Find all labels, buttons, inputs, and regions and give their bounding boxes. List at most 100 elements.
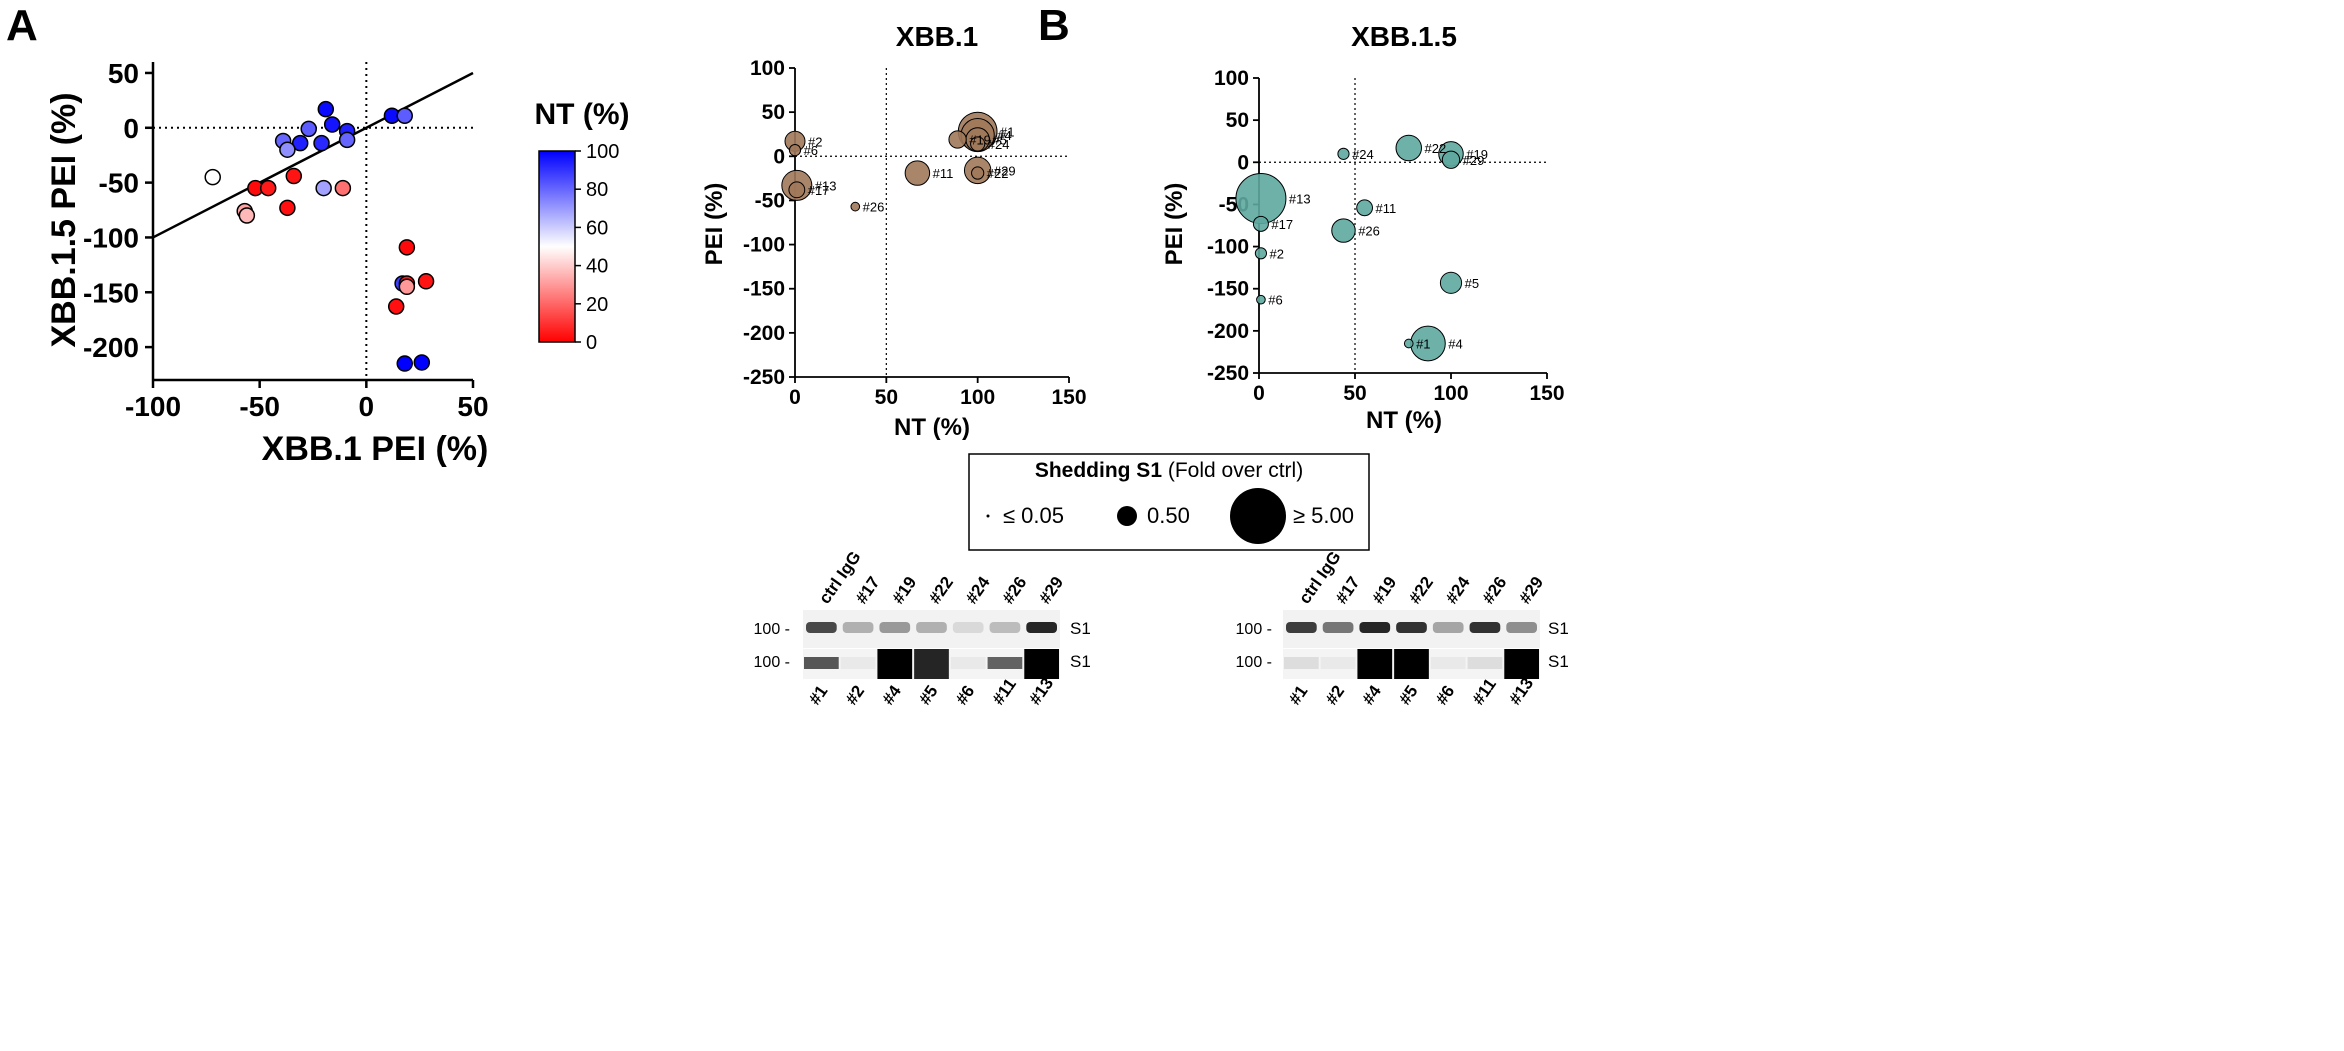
x-tick-label-xbb15: 150 [1529,382,1564,405]
blot-band [1359,622,1391,633]
blot-bottom-lane-label: #13 [1505,674,1537,708]
blot-bottom-lane-label: #5 [1395,682,1421,708]
blot-bottom-lane-label: #11 [1469,675,1500,708]
blot-marker: 100 - [754,621,790,638]
blot-bottom-lane-label: #2 [842,682,868,708]
y-tick-label-xbb1: 100 [750,57,785,80]
blot-band [842,622,874,633]
colorbar-tick-label: 60 [586,217,608,239]
bubble-label: #11 [933,166,954,181]
blot-band [1469,622,1501,633]
blot-band [879,622,911,633]
y-tick-label-a: -150 [83,277,139,308]
blot-band [987,657,1023,669]
bubble [1439,271,1463,294]
x-tick-label-xbb1: 0 [789,386,801,409]
bubble [788,144,802,157]
data-point [300,120,317,138]
blot-band [1026,622,1057,633]
blot-bottom-lane-label: #6 [952,682,978,708]
data-point [417,273,435,290]
bubble [1356,199,1374,217]
scatter-chart-a: -100 -50 0 50 50 0 -50 -100 -150 -200 XBB.1 PEI (… [45,58,489,468]
blot-bottom-lane-label: #4 [878,681,905,708]
bubble-label: #2 [808,134,822,149]
bubble [1254,247,1268,260]
data-point [398,239,416,256]
identity-line [152,71,474,239]
data-point [279,141,296,158]
x-tick-label-xbb1: 150 [1051,386,1086,409]
bubble [1331,218,1356,243]
blot-band [1394,649,1429,679]
bubble [1256,294,1266,305]
legend-bubble [986,514,990,518]
y-tick-label-xbb15: -100 [1207,236,1249,259]
bubble-label: #4 [1448,337,1462,352]
bubble [1441,150,1461,169]
blot-bottom-lane-label: #5 [915,682,941,708]
bubble-label: #13 [1289,192,1311,207]
blot-top-lane-label: #17 [1332,573,1364,607]
bubble-label: #26 [1358,224,1380,239]
y-tick-label-xbb15: -150 [1207,278,1249,301]
blot-band [1322,622,1354,633]
blot-band [1284,657,1319,669]
colorbar-title: NT (%) [535,98,630,131]
data-point [323,116,341,133]
blot-top-lane-label: #19 [888,573,920,607]
data-point [238,207,256,224]
legend-bubble [1117,506,1137,526]
bubble-label: #26 [863,200,885,215]
data-point [315,179,332,197]
y-tick-label-a: 0 [123,113,139,144]
blot-marker: 100 - [754,654,790,671]
bubble-label: #22 [1425,141,1447,156]
bubble-label: #1 [1416,337,1430,352]
bubble [1252,215,1269,232]
blot-band [1357,649,1393,679]
data-point [317,100,335,118]
bubble-label: #4 [997,128,1011,143]
blot-marker: 100 - [1236,621,1272,638]
bubble-label: #29 [994,163,1016,178]
blot-band-label: S1 [1548,619,1569,638]
bubble-label: #6 [1268,293,1282,308]
colorbar: NT (%) 0 20 40 60 80 100 [535,98,630,354]
legend-bubble [1230,488,1286,544]
y-tick-label-xbb1: -150 [743,278,785,301]
data-point [204,168,221,186]
blot-band [1024,649,1059,679]
blot-top-lane-label: #22 [925,573,957,607]
x-axis-label-a: XBB.1 PEI (%) [262,430,489,468]
blot-band [1506,622,1537,633]
legend-title-rest: (Fold over ctrl) [1162,459,1303,482]
y-axis-label-a: XBB.1.5 PEI (%) [45,92,83,347]
bubble [970,136,986,152]
bubble [1395,134,1423,162]
data-point [259,179,277,197]
blot-band-label: S1 [1070,619,1091,638]
blot-band [1430,657,1466,669]
blot-band [806,622,837,633]
bubble-label: #5 [992,133,1006,148]
bubble-label: #29 [1463,153,1485,168]
blot-bottom-lane-label: #4 [1358,681,1385,708]
blot-band [877,649,913,679]
legend-label: 0.50 [1147,503,1190,528]
blot-band [804,657,839,669]
bubble-label: #17 [808,183,830,198]
data-point [285,167,303,185]
x-tick-label-a: 50 [457,391,488,422]
bubble-label: #5 [1465,276,1479,291]
data-point [396,355,413,372]
y-axis-label-xbb1: PEI (%) [701,183,728,266]
x-axis-label-xbb15: NT (%) [1366,407,1442,434]
y-tick-label-a: 50 [108,58,139,89]
y-tick-label-xbb1: -250 [743,366,785,389]
colorbar-tick-label: 100 [586,141,619,163]
x-tick-label-a: 0 [359,391,375,422]
data-point [387,298,405,315]
bubble [971,166,985,180]
